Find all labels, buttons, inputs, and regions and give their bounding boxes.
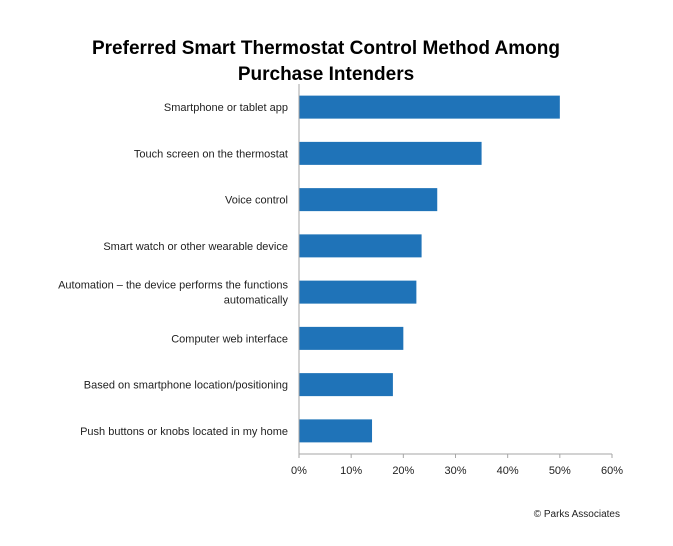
bar-2 [299, 141, 482, 165]
x-tick-label-3: 20% [392, 465, 414, 477]
x-tick-label-1: 0% [291, 465, 307, 477]
bar-3 [299, 188, 438, 212]
chart-title-line-2: Purchase Intenders [238, 64, 414, 85]
x-axis: 0% 10% 20% 30% 40% 50% 60% [291, 84, 623, 477]
x-tick-label-2: 10% [340, 465, 362, 477]
x-tick-label-4: 30% [444, 465, 466, 477]
bar-4 [299, 234, 422, 258]
category-label-4: Smart watch or other wearable device [103, 241, 288, 253]
x-tick-label-7: 60% [601, 465, 623, 477]
category-label-5: Automation – the device performs the fun… [58, 280, 288, 307]
x-tick-label-6: 50% [549, 465, 571, 477]
category-label-6: Computer web interface [171, 333, 288, 345]
category-label-7: Based on smartphone location/positioning [84, 380, 288, 392]
category-labels: Smartphone or tablet app Touch screen on … [58, 102, 288, 438]
source-credit: © Parks Associates [534, 509, 620, 520]
category-label-3: Voice control [225, 195, 288, 207]
bar-5 [299, 280, 417, 304]
bar-8 [299, 419, 373, 443]
bar-7 [299, 373, 393, 397]
category-label-1: Smartphone or tablet app [164, 102, 288, 114]
chart-title-line-1: Preferred Smart Thermostat Control Metho… [92, 38, 560, 59]
category-label-8: Push buttons or knobs located in my home [80, 426, 288, 438]
bar-6 [299, 326, 404, 350]
x-tick-label-5: 40% [497, 465, 519, 477]
bars-group [299, 95, 560, 443]
category-label-2: Touch screen on the thermostat [134, 148, 288, 160]
bar-1 [299, 95, 560, 119]
